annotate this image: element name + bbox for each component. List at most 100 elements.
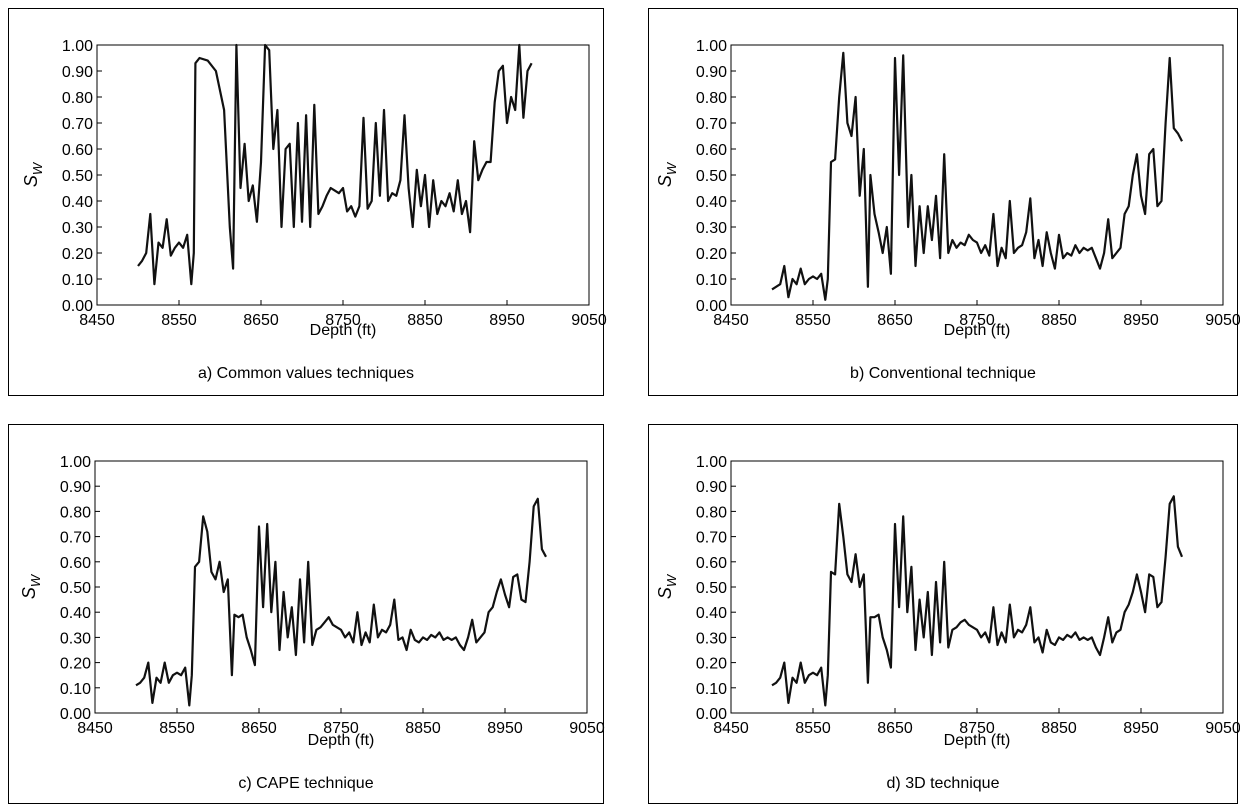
y-tick-label: 0.70 (62, 116, 93, 133)
y-tick-label: 0.10 (696, 681, 727, 698)
x-axis-label: Depth (ft) (944, 732, 1011, 749)
plot-frame (730, 44, 1224, 306)
y-tick-label: 0.70 (696, 116, 727, 133)
chart-svg-b: 0.00 0.10 0.20 0.30 0.40 0.50 0.60 0.70 0.80 0.90… (655, 38, 1240, 339)
x-tick-label: 8750 (325, 312, 361, 329)
y-tick-label: 0.40 (62, 194, 93, 211)
x-tick-label: 8750 (959, 720, 995, 737)
x-tick-label: 8450 (79, 312, 115, 329)
y-tick-label: 0.40 (696, 194, 727, 211)
y-tick-label: 0.50 (696, 168, 727, 185)
x-tick-label: 8650 (243, 312, 279, 329)
y-tick-label: 0.70 (60, 530, 91, 547)
x-axis-label: Depth (ft) (310, 322, 377, 339)
sw-series-line (771, 51, 1183, 301)
chart-svg-d: 0.00 0.10 0.20 0.30 0.40 0.50 0.60 0.70 0.80 0.90… (655, 454, 1240, 749)
x-tick-label: 8950 (1123, 312, 1159, 329)
y-tick-label: 0.80 (60, 504, 91, 521)
y-tick-label: 0.00 (62, 298, 93, 315)
y-tick-label: 0.90 (62, 64, 93, 81)
x-tick-label: 8950 (487, 720, 523, 737)
x-tick-label: 8850 (1041, 720, 1077, 737)
chart-caption: b) Conventional technique (850, 365, 1036, 382)
y-tick-label: 0.20 (62, 246, 93, 263)
chart-panel-c: 0.00 0.10 0.20 0.30 0.40 0.50 0.60 0.70 0.80 0.90… (8, 424, 605, 804)
y-tick-label: 0.30 (696, 630, 727, 647)
y-tick-label: 0.50 (60, 580, 91, 597)
y-tick-label: 0.20 (696, 656, 727, 673)
sw-series-line (137, 43, 533, 286)
x-axis-label: Depth (ft) (944, 322, 1011, 339)
x-tick-label: 8550 (159, 720, 195, 737)
y-tick-label: 0.10 (696, 272, 727, 289)
x-tick-label: 8550 (161, 312, 197, 329)
x-tick-label: 8650 (877, 720, 913, 737)
plot-frame (730, 460, 1224, 714)
y-tick-label: 1.00 (696, 38, 727, 55)
y-tick-label: 0.30 (60, 630, 91, 647)
y-tick-label: 0.50 (696, 580, 727, 597)
y-tick-label: 0.80 (696, 504, 727, 521)
chart-svg-c: 0.00 0.10 0.20 0.30 0.40 0.50 0.60 0.70 0.80 0.90… (19, 454, 605, 749)
y-tick-label: 0.80 (62, 90, 93, 107)
x-tick-label: 8550 (795, 312, 831, 329)
y-tick-label: 0.50 (62, 168, 93, 185)
y-tick-label: 0.90 (696, 64, 727, 81)
chart-panel-d: 0.00 0.10 0.20 0.30 0.40 0.50 0.60 0.70 0.80 0.90… (648, 424, 1240, 804)
chart-caption: c) CAPE technique (238, 775, 374, 792)
x-axis-label: Depth (ft) (308, 732, 375, 749)
chart-svg-a: 0.00 0.10 0.20 0.30 0.40 0.50 0.60 0.70 0.80 0.90… (21, 38, 607, 339)
x-tick-label: 8850 (407, 312, 443, 329)
x-tick-label: 8450 (77, 720, 113, 737)
x-tick-label: 8650 (241, 720, 277, 737)
x-tick-label: 9050 (569, 720, 605, 737)
y-tick-label: 0.30 (62, 220, 93, 237)
sw-series-line (771, 495, 1184, 707)
plot-frame (94, 460, 588, 714)
y-tick-label: 0.10 (60, 681, 91, 698)
plot-frame (96, 44, 590, 306)
y-tick-label: 0.00 (696, 298, 727, 315)
x-tick-label: 9050 (571, 312, 607, 329)
y-tick-label: 0.90 (60, 479, 91, 496)
x-tick-label: 8950 (1123, 720, 1159, 737)
y-tick-label: 0.30 (696, 220, 727, 237)
y-tick-label: 0.20 (696, 246, 727, 263)
x-tick-label: 8650 (877, 312, 913, 329)
y-tick-label: 0.60 (60, 555, 91, 572)
y-tick-label: 0.40 (60, 605, 91, 622)
y-tick-label: 1.00 (62, 38, 93, 55)
x-tick-label: 8450 (713, 312, 749, 329)
y-axis-label: SW (655, 573, 679, 599)
y-tick-label: 0.90 (696, 479, 727, 496)
chart-panel-a: 0.00 0.10 0.20 0.30 0.40 0.50 0.60 0.70 0.80 0.90… (8, 8, 607, 396)
y-tick-label: 0.60 (696, 142, 727, 159)
y-axis-label: SW (655, 161, 679, 187)
chart-caption: a) Common values techniques (197, 365, 415, 382)
y-tick-label: 0.20 (60, 656, 91, 673)
y-tick-label: 0.60 (62, 142, 93, 159)
y-axis-label: SW (21, 161, 45, 187)
x-tick-label: 8550 (795, 720, 831, 737)
y-tick-label: 0.00 (696, 706, 727, 723)
x-tick-label: 9050 (1205, 312, 1240, 329)
y-tick-label: 0.70 (696, 530, 727, 547)
y-axis-label: SW (19, 573, 43, 599)
sw-series-line (135, 497, 547, 707)
y-tick-label: 1.00 (60, 454, 91, 471)
y-tick-label: 0.00 (60, 706, 91, 723)
x-tick-label: 8950 (489, 312, 525, 329)
y-tick-label: 0.10 (62, 272, 93, 289)
x-tick-label: 8750 (959, 312, 995, 329)
chart-panel-b: 0.00 0.10 0.20 0.30 0.40 0.50 0.60 0.70 0.80 0.90… (648, 8, 1240, 396)
y-tick-label: 0.60 (696, 555, 727, 572)
y-tick-label: 0.40 (696, 605, 727, 622)
y-tick-label: 0.80 (696, 90, 727, 107)
x-tick-label: 8850 (405, 720, 441, 737)
x-tick-label: 8750 (323, 720, 359, 737)
y-tick-label: 1.00 (696, 454, 727, 471)
chart-caption: d) 3D technique (886, 775, 1000, 792)
x-tick-label: 8450 (713, 720, 749, 737)
x-tick-label: 8850 (1041, 312, 1077, 329)
x-tick-label: 9050 (1205, 720, 1240, 737)
